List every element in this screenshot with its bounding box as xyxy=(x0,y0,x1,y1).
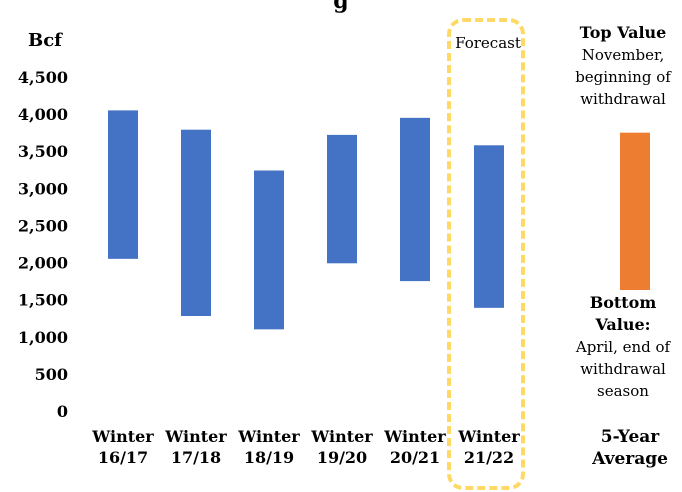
x-category-label-line1: Winter xyxy=(92,427,154,446)
y-tick-label: 1,000 xyxy=(18,328,68,347)
x-category-label: Winter 16/17 xyxy=(83,426,163,468)
range-bar xyxy=(327,134,357,264)
x-category-label-line2: 20/21 xyxy=(389,448,441,467)
y-tick-label: 0 xyxy=(57,402,68,421)
top-value-text-2: beginning of xyxy=(575,68,671,86)
x-category-label-line1: Winter xyxy=(384,427,446,446)
forecast-highlight-box xyxy=(447,18,525,490)
range-bar xyxy=(254,170,284,330)
range-bar xyxy=(400,117,430,282)
bottom-value-text-3: season xyxy=(597,382,649,400)
x-category-label: Winter 20/21 xyxy=(375,426,455,468)
y-tick-label: 4,000 xyxy=(18,105,68,124)
y-axis-label: Bcf xyxy=(28,30,62,51)
y-tick-label: 2,000 xyxy=(18,254,68,273)
bottom-value-annotation: Bottom Value: April, end of withdrawal s… xyxy=(566,292,680,402)
range-bar xyxy=(474,145,504,308)
x-category-label-line1: Winter xyxy=(238,427,300,446)
x-category-label-line2: 18/19 xyxy=(243,448,295,467)
average-label-line2: Average xyxy=(592,449,668,469)
top-value-heading: Top Value xyxy=(579,23,667,42)
x-category-label-line2: 19/20 xyxy=(316,448,368,467)
y-tick-label: 2,500 xyxy=(18,216,68,235)
y-tick-label: 3,000 xyxy=(18,179,68,198)
bottom-value-text-1: April, end of xyxy=(575,338,671,356)
x-category-label: Winter 18/19 xyxy=(229,426,309,468)
x-category-label-line1: Winter xyxy=(458,427,520,446)
top-value-text-1: November, xyxy=(581,46,665,64)
average-label-line1: 5-Year xyxy=(600,427,660,447)
x-category-label: Winter 21/22 xyxy=(449,426,529,468)
y-tick-label: 500 xyxy=(35,365,68,384)
y-tick-label: 4,500 xyxy=(18,68,68,87)
x-category-label-line2: 21/22 xyxy=(463,448,515,467)
bottom-value-heading-2: Value: xyxy=(595,315,651,334)
y-tick-label: 1,500 xyxy=(18,291,68,310)
x-category-label: Winter 17/18 xyxy=(156,426,236,468)
top-value-text-3: withdrawal xyxy=(580,90,666,108)
bottom-value-heading-1: Bottom xyxy=(589,293,657,312)
range-bar xyxy=(108,110,138,259)
top-value-annotation: Top Value November, beginning of withdra… xyxy=(566,22,680,110)
forecast-label: Forecast xyxy=(455,34,521,52)
x-category-label-line1: Winter xyxy=(311,427,373,446)
chart-title-fragment: g xyxy=(333,0,349,14)
average-category-label: 5-Year Average xyxy=(580,426,680,470)
x-category-label-line2: 17/18 xyxy=(170,448,222,467)
y-tick-label: 3,500 xyxy=(18,142,68,161)
x-category-label: Winter 19/20 xyxy=(302,426,382,468)
x-category-label-line2: 16/17 xyxy=(97,448,149,467)
bottom-value-text-2: withdrawal xyxy=(580,360,666,378)
average-range-bar xyxy=(620,132,650,291)
x-category-label-line1: Winter xyxy=(165,427,227,446)
range-bar xyxy=(181,129,211,316)
